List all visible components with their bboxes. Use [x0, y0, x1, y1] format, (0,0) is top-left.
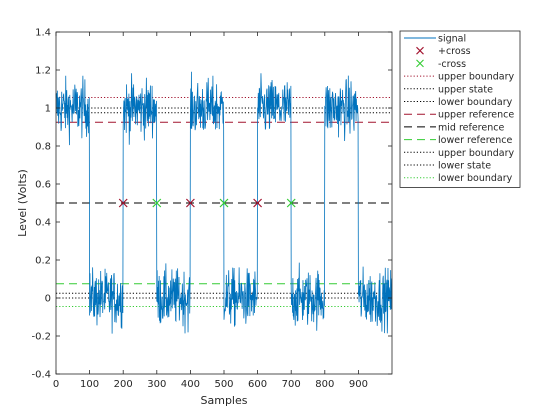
legend-label-8: lower reference [438, 135, 513, 146]
legend-entry-11: lower boundary [404, 173, 513, 184]
y-axis-label: Level (Volts) [16, 169, 29, 237]
x-tick-label-5: 500 [214, 379, 233, 390]
legend-label-2: -cross [438, 59, 466, 70]
legend-label-6: upper reference [438, 110, 514, 121]
x-tick-label-4: 400 [181, 379, 200, 390]
legend-entry-7: mid reference [404, 122, 504, 133]
x-tick-label-6: 600 [248, 379, 267, 390]
y-tick-label-0: -0.4 [31, 370, 51, 381]
legend-label-7: mid reference [438, 122, 504, 133]
y-tick-label-2: 0 [45, 294, 51, 305]
y-tick-label-4: 0.4 [35, 218, 51, 229]
x-tick-label-0: 0 [53, 379, 59, 390]
signal-series [55, 71, 393, 334]
legend-label-5: lower boundary [438, 97, 513, 108]
cross-marker-1-1 [219, 198, 229, 208]
legend-label-9: upper boundary [438, 148, 514, 159]
y-tick-label-9: 1.4 [35, 28, 51, 39]
signal-line [55, 71, 393, 334]
legend-entry-4: upper state [404, 84, 493, 95]
x-tick-label-1: 100 [80, 379, 99, 390]
x-axis-label: Samples [201, 394, 248, 407]
legend-label-1: +cross [438, 46, 471, 57]
cross-marker-0-0 [118, 198, 128, 208]
legend-label-3: upper boundary [438, 72, 514, 83]
crossing-markers [118, 198, 296, 208]
x-tick-label-8: 800 [315, 379, 334, 390]
legend-entry-2: -cross [416, 59, 466, 70]
legend-label-4: upper state [438, 84, 493, 95]
y-tick-label-8: 1.2 [35, 66, 51, 77]
legend-entry-6: upper reference [404, 110, 514, 121]
legend-label-0: signal [438, 34, 466, 45]
x-tick-label-7: 700 [282, 379, 301, 390]
legend-entry-5: lower boundary [404, 97, 513, 108]
legend-entry-0: signal [404, 34, 466, 45]
legend-entry-8: lower reference [404, 135, 513, 146]
legend-entry-9: upper boundary [404, 148, 514, 159]
legend-entry-3: upper boundary [404, 72, 514, 83]
cross-marker-1-0 [152, 198, 162, 208]
y-tick-label-7: 1 [45, 104, 51, 115]
cross-marker-0-1 [185, 198, 195, 208]
axes: 0 100 200 300 400 500 600 700 800 900 -0.4 -0.2 0 0.2… [31, 28, 393, 390]
legend-entry-1: +cross [416, 46, 471, 57]
cross-marker-0-2 [253, 198, 263, 208]
legend-entry-10: lower state [404, 161, 491, 172]
legend-label-10: lower state [438, 161, 491, 172]
y-tick-label-3: 0.2 [35, 256, 51, 267]
y-tick-label-1: -0.2 [31, 332, 51, 343]
y-tick-label-6: 0.8 [35, 142, 51, 153]
x-tick-label-3: 300 [147, 379, 166, 390]
x-tick-label-2: 200 [114, 379, 133, 390]
x-tick-label-9: 900 [349, 379, 368, 390]
cross-marker-1-2 [286, 198, 296, 208]
y-tick-label-5: 0.6 [35, 180, 51, 191]
legend-box [399, 30, 521, 188]
legend-label-11: lower boundary [438, 173, 513, 184]
